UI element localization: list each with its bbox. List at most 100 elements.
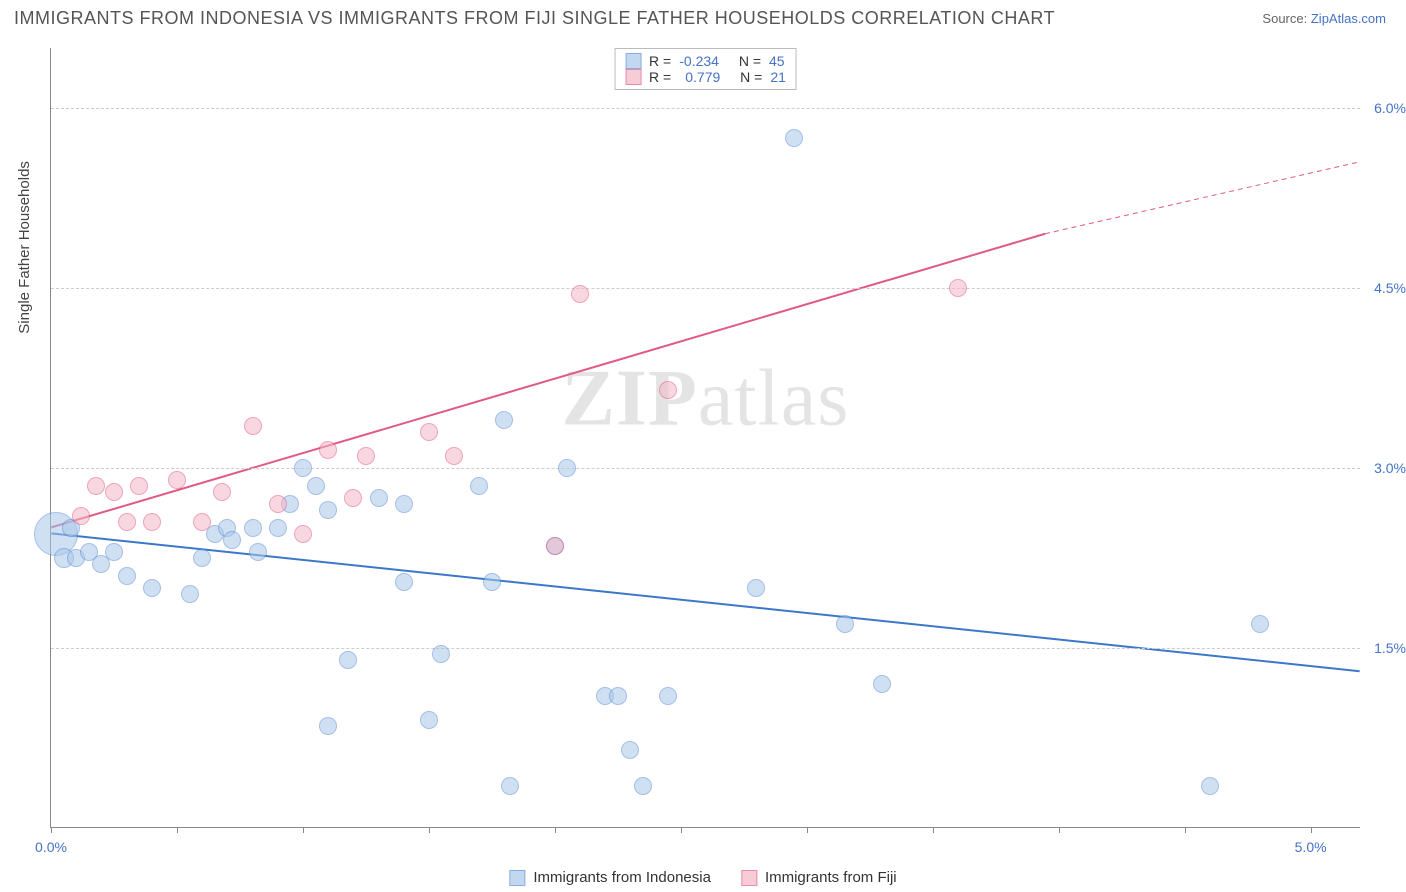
- data-point-fiji: [357, 447, 375, 465]
- n-label: N =: [739, 53, 761, 69]
- legend-item-fiji: Immigrants from Fiji: [741, 869, 897, 886]
- x-tick-mark: [1185, 827, 1186, 833]
- source-attribution: Source: ZipAtlas.com: [1262, 11, 1386, 26]
- data-point-indonesia: [621, 741, 639, 759]
- data-point-fiji: [294, 525, 312, 543]
- data-point-indonesia: [609, 687, 627, 705]
- x-tick-mark: [1059, 827, 1060, 833]
- data-point-indonesia: [339, 651, 357, 669]
- data-point-fiji: [546, 537, 564, 555]
- data-point-fiji: [72, 507, 90, 525]
- data-point-indonesia: [244, 519, 262, 537]
- data-point-indonesia: [319, 717, 337, 735]
- y-tick-label: 1.5%: [1374, 640, 1406, 656]
- data-point-indonesia: [659, 687, 677, 705]
- data-point-fiji: [87, 477, 105, 495]
- data-point-indonesia: [105, 543, 123, 561]
- legend-label-indonesia: Immigrants from Indonesia: [533, 869, 711, 886]
- data-point-fiji: [949, 279, 967, 297]
- x-tick-mark: [1311, 827, 1312, 833]
- data-point-indonesia: [483, 573, 501, 591]
- data-point-fiji: [193, 513, 211, 531]
- data-point-fiji: [319, 441, 337, 459]
- legend-row-indonesia: R = -0.234 N = 45: [625, 53, 786, 69]
- data-point-indonesia: [269, 519, 287, 537]
- data-point-indonesia: [370, 489, 388, 507]
- swatch-fiji: [625, 69, 641, 85]
- r-label: R =: [649, 69, 671, 85]
- x-tick-mark: [429, 827, 430, 833]
- source-link[interactable]: ZipAtlas.com: [1311, 11, 1386, 26]
- data-point-indonesia: [873, 675, 891, 693]
- x-tick-label: 5.0%: [1295, 839, 1327, 855]
- y-tick-label: 3.0%: [1374, 460, 1406, 476]
- data-point-fiji: [445, 447, 463, 465]
- data-point-indonesia: [747, 579, 765, 597]
- r-value-fiji: 0.779: [679, 69, 720, 85]
- data-point-fiji: [118, 513, 136, 531]
- legend-row-fiji: R = 0.779 N = 21: [625, 69, 786, 85]
- n-label: N =: [740, 69, 762, 85]
- n-value-fiji: 21: [770, 69, 786, 85]
- data-point-fiji: [213, 483, 231, 501]
- chart-title: IMMIGRANTS FROM INDONESIA VS IMMIGRANTS …: [14, 8, 1055, 29]
- y-tick-label: 6.0%: [1374, 100, 1406, 116]
- data-point-indonesia: [501, 777, 519, 795]
- gridline-horizontal: [51, 468, 1360, 469]
- data-point-indonesia: [118, 567, 136, 585]
- data-point-indonesia: [249, 543, 267, 561]
- data-point-indonesia: [1201, 777, 1219, 795]
- watermark-text: ZIPatlas: [562, 353, 850, 444]
- data-point-indonesia: [143, 579, 161, 597]
- x-tick-mark: [807, 827, 808, 833]
- chart-header: IMMIGRANTS FROM INDONESIA VS IMMIGRANTS …: [0, 0, 1406, 33]
- correlation-legend: R = -0.234 N = 45 R = 0.779 N = 21: [614, 48, 797, 90]
- data-point-indonesia: [558, 459, 576, 477]
- data-point-indonesia: [395, 495, 413, 513]
- y-axis-label: Single Father Households: [16, 161, 33, 334]
- x-tick-label: 0.0%: [35, 839, 67, 855]
- data-point-fiji: [659, 381, 677, 399]
- data-point-indonesia: [307, 477, 325, 495]
- gridline-horizontal: [51, 288, 1360, 289]
- data-point-fiji: [344, 489, 362, 507]
- n-value-indonesia: 45: [769, 53, 785, 69]
- data-point-indonesia: [1251, 615, 1269, 633]
- x-tick-mark: [303, 827, 304, 833]
- data-point-indonesia: [634, 777, 652, 795]
- data-point-indonesia: [432, 645, 450, 663]
- data-point-fiji: [143, 513, 161, 531]
- swatch-fiji: [741, 870, 757, 886]
- scatter-chart: ZIPatlas R = -0.234 N = 45 R = 0.779 N =…: [50, 48, 1360, 828]
- x-tick-mark: [681, 827, 682, 833]
- data-point-fiji: [105, 483, 123, 501]
- legend-label-fiji: Immigrants from Fiji: [765, 869, 897, 886]
- y-tick-label: 4.5%: [1374, 280, 1406, 296]
- data-point-fiji: [130, 477, 148, 495]
- x-tick-mark: [555, 827, 556, 833]
- data-point-fiji: [244, 417, 262, 435]
- data-point-indonesia: [193, 549, 211, 567]
- x-tick-mark: [51, 827, 52, 833]
- r-value-indonesia: -0.234: [679, 53, 719, 69]
- data-point-fiji: [269, 495, 287, 513]
- source-label: Source:: [1262, 11, 1307, 26]
- data-point-indonesia: [294, 459, 312, 477]
- data-point-fiji: [168, 471, 186, 489]
- data-point-indonesia: [470, 477, 488, 495]
- gridline-horizontal: [51, 108, 1360, 109]
- data-point-indonesia: [495, 411, 513, 429]
- data-point-fiji: [571, 285, 589, 303]
- data-point-indonesia: [319, 501, 337, 519]
- x-tick-mark: [177, 827, 178, 833]
- data-point-indonesia: [181, 585, 199, 603]
- swatch-indonesia: [625, 53, 641, 69]
- series-legend: Immigrants from Indonesia Immigrants fro…: [509, 869, 896, 886]
- regression-lines: [51, 48, 1360, 827]
- data-point-indonesia: [785, 129, 803, 147]
- data-point-indonesia: [420, 711, 438, 729]
- r-label: R =: [649, 53, 671, 69]
- legend-item-indonesia: Immigrants from Indonesia: [509, 869, 711, 886]
- data-point-fiji: [420, 423, 438, 441]
- x-tick-mark: [933, 827, 934, 833]
